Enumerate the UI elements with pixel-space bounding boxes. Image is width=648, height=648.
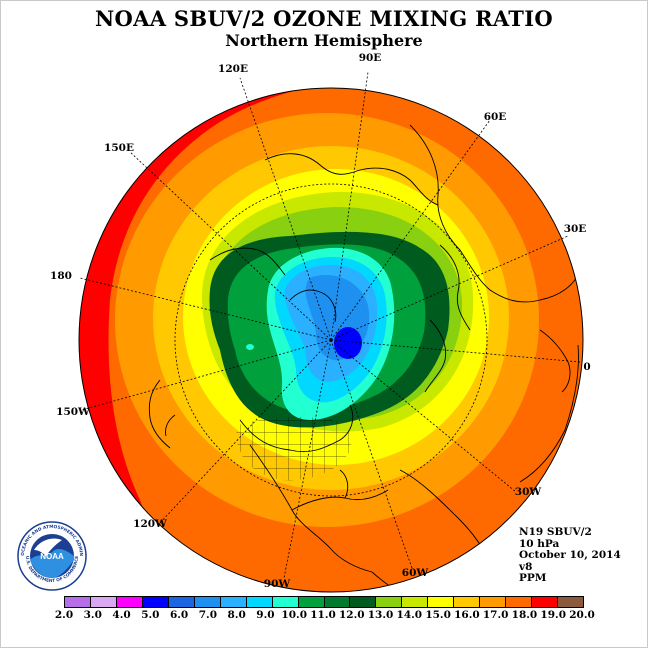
- band-5-6: [334, 327, 362, 359]
- lon-label-0: 0: [583, 361, 590, 373]
- legend-swatch-3: [142, 597, 169, 607]
- lon-label-90w: 90W: [264, 578, 291, 590]
- pressure-level-label: 10 hPa: [519, 537, 560, 550]
- lon-label-60w: 60W: [402, 567, 429, 579]
- conus-grid: [236, 416, 352, 481]
- legend-tick-label: 9.0: [256, 609, 275, 621]
- legend-tick-label: 11.0: [310, 609, 336, 621]
- legend-tick-label: 5.0: [141, 609, 160, 621]
- legend-tick-label: 8.0: [227, 609, 246, 621]
- legend-swatch-19: [558, 597, 584, 607]
- legend-tick-label: 10.0: [281, 609, 307, 621]
- ozone-contours: [79, 88, 583, 592]
- map-subtitle: Northern Hemisphere: [225, 31, 423, 50]
- map-boundary: [78, 87, 584, 593]
- legend-swatch-11: [350, 597, 377, 607]
- legend-swatch-10: [324, 597, 351, 607]
- noaa-logo: NATIONAL OCEANIC AND ATMOSPHERIC ADMINIS…: [16, 520, 87, 591]
- legend-swatch-1: [90, 597, 117, 607]
- date-label: October 10, 2014: [519, 549, 621, 561]
- legend-tick-label: 14.0: [396, 609, 423, 621]
- band-18-19: [79, 88, 306, 580]
- color-legend-bar: [64, 596, 584, 608]
- lon-label-30e: 30E: [564, 223, 587, 235]
- legend-swatch-9: [298, 597, 325, 607]
- legend-swatch-18: [532, 597, 559, 607]
- longitude-labels: 90E 60E 30E 0 30W 60W 90W 120W 150W 180 …: [50, 52, 591, 590]
- legend-tick-label: 6.0: [169, 609, 189, 621]
- version-label: v8: [519, 560, 533, 573]
- lon-label-90e: 90E: [359, 52, 382, 64]
- legend-swatch-4: [168, 597, 195, 607]
- legend-swatch-17: [506, 597, 533, 607]
- legend-tick-label: 4.0: [112, 609, 131, 621]
- legend-tick-label: 18.0: [511, 609, 538, 621]
- lon-label-30w: 30W: [515, 486, 542, 498]
- satellite-label: N19 SBUV/2: [519, 526, 592, 538]
- logo-name: NOAA: [40, 552, 64, 561]
- legend-tick-label: 12.0: [338, 609, 365, 621]
- legend-swatch-2: [116, 597, 143, 607]
- legend-swatch-7: [246, 597, 273, 607]
- legend-swatch-6: [220, 597, 247, 607]
- legend-tick-label: 17.0: [482, 609, 509, 621]
- lon-label-150w: 150W: [56, 406, 90, 418]
- legend-tick-label: 19.0: [540, 609, 566, 621]
- legend-swatch-16: [480, 597, 507, 607]
- lon-label-120e: 120E: [218, 63, 248, 75]
- color-legend-ticks: 2.0 3.0 4.0 5.0 6.0 7.0 8.0 9.0 10.0 11.0 12.0 13.0…: [51, 609, 597, 623]
- legend-swatch-12: [376, 597, 403, 607]
- plot-info: N19 SBUV/2 10 hPa October 10, 2014 v8 PP…: [519, 526, 621, 585]
- legend-swatch-5: [194, 597, 221, 607]
- lon-label-180: 180: [50, 270, 72, 282]
- graticule: [79, 71, 581, 579]
- legend-tick-label: 16.0: [454, 609, 480, 621]
- band-9-10-spot: [246, 344, 254, 350]
- legend-swatch-8: [272, 597, 299, 607]
- legend-swatch-13: [402, 597, 429, 607]
- legend-tick-label: 7.0: [198, 609, 218, 621]
- legend-swatch-15: [454, 597, 481, 607]
- legend-tick-label: 3.0: [83, 609, 102, 621]
- lon-label-150e: 150E: [104, 142, 134, 154]
- lon-label-60e: 60E: [484, 111, 507, 123]
- lon-label-120w: 120W: [133, 518, 167, 530]
- legend-swatch-0: [65, 597, 91, 607]
- legend-tick-label: 15.0: [425, 609, 451, 621]
- legend-swatch-14: [428, 597, 455, 607]
- map-title: NOAA SBUV/2 OZONE MIXING RATIO: [95, 6, 553, 31]
- legend-tick-label: 2.0: [54, 609, 74, 621]
- legend-tick-label: 20.0: [569, 609, 595, 621]
- legend-tick-label: 13.0: [367, 609, 394, 621]
- units-label: PPM: [519, 572, 547, 584]
